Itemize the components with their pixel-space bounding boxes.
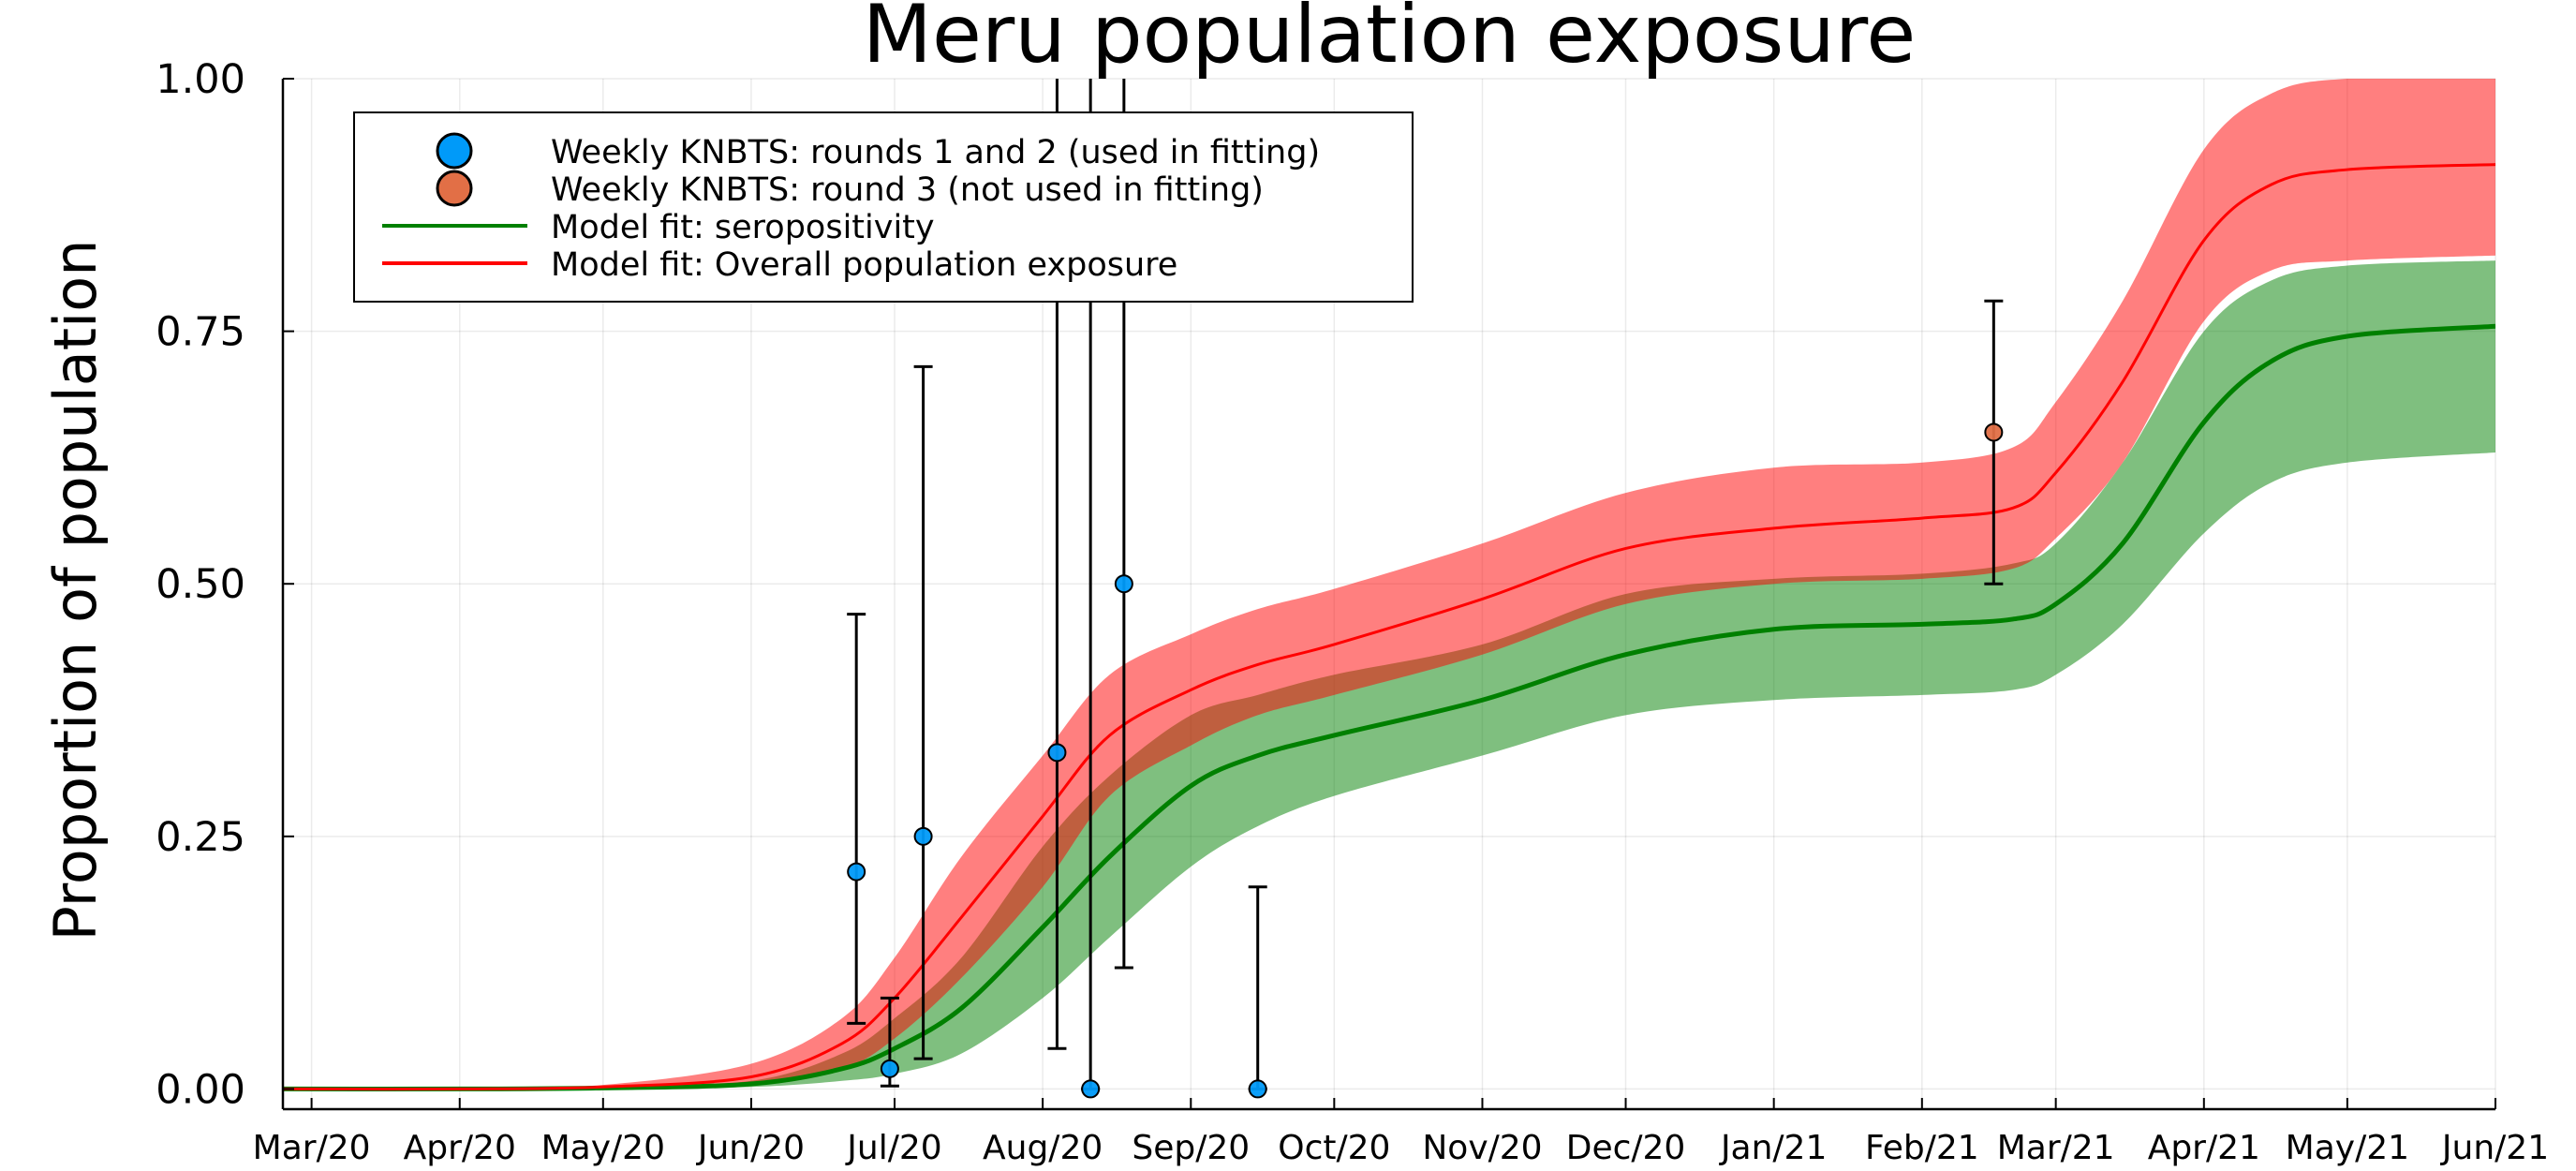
- legend-label: Model fit: Overall population exposure: [551, 246, 1177, 284]
- legend-box: [353, 111, 1414, 303]
- x-tick-label: Dec/20: [1566, 1129, 1686, 1167]
- data-point: [847, 862, 866, 882]
- legend-label: Weekly KNBTS: round 3 (not used in fitti…: [551, 171, 1264, 209]
- data-point: [1248, 1079, 1267, 1099]
- x-tick-label: Jul/20: [845, 1129, 941, 1167]
- model-line-0: [283, 323, 2495, 1092]
- data-points: [847, 422, 2004, 1099]
- y-tick-label: 0.25: [155, 814, 245, 861]
- y-axis-ticks: 0.00 0.25 0.50 0.75 1.00: [155, 56, 294, 1113]
- confidence-bands: [283, 79, 2495, 1089]
- y-tick-label: 0.00: [155, 1066, 245, 1113]
- y-tick-label: 1.00: [155, 56, 245, 103]
- data-point: [1114, 574, 1133, 594]
- x-tick-label: Aug/20: [983, 1129, 1103, 1167]
- data-point: [1081, 1079, 1101, 1099]
- x-tick-label: Nov/20: [1422, 1129, 1542, 1167]
- x-tick-label: Apr/21: [2148, 1129, 2260, 1167]
- data-point: [880, 1059, 899, 1078]
- x-tick-label: Jun/20: [696, 1129, 805, 1167]
- confidence-band-1: [283, 79, 2495, 1089]
- model-line-1: [283, 163, 2495, 1091]
- y-tick-label: 0.75: [155, 309, 245, 356]
- x-tick-label: Mar/20: [253, 1129, 371, 1167]
- x-tick-label: May/21: [2286, 1129, 2409, 1167]
- x-tick-label: Oct/20: [1278, 1129, 1390, 1167]
- x-tick-label: Apr/20: [404, 1129, 516, 1167]
- data-point: [913, 826, 933, 846]
- axes: [281, 79, 2495, 1111]
- data-point: [1047, 743, 1067, 763]
- x-axis-ticks: Mar/20 Apr/20 May/20 Jun/20 Jul/20 Aug/20 Sep/…: [253, 1098, 2549, 1167]
- legend: Weekly KNBTS: rounds 1 and 2 (used in fi…: [353, 111, 1414, 303]
- legend-label: Model fit: seropositivity: [551, 209, 935, 246]
- legend-label: Weekly KNBTS: rounds 1 and 2 (used in fi…: [551, 134, 1320, 171]
- chart-title: Meru population exposure: [863, 0, 1916, 82]
- y-axis-label: Proportion of population: [41, 240, 110, 941]
- data-point: [1984, 422, 2004, 442]
- model-lines: [283, 163, 2495, 1092]
- y-tick-label: 0.50: [155, 561, 245, 608]
- x-tick-label: Jan/21: [1719, 1129, 1827, 1167]
- x-tick-label: Feb/21: [1865, 1129, 1979, 1167]
- x-tick-label: May/20: [541, 1129, 665, 1167]
- x-tick-label: Mar/21: [1997, 1129, 2115, 1167]
- legend-marker-circle: [436, 170, 473, 207]
- x-tick-label: Sep/20: [1132, 1129, 1250, 1167]
- legend-marker-circle: [436, 132, 473, 170]
- x-tick-label: Jun/21: [2440, 1129, 2549, 1167]
